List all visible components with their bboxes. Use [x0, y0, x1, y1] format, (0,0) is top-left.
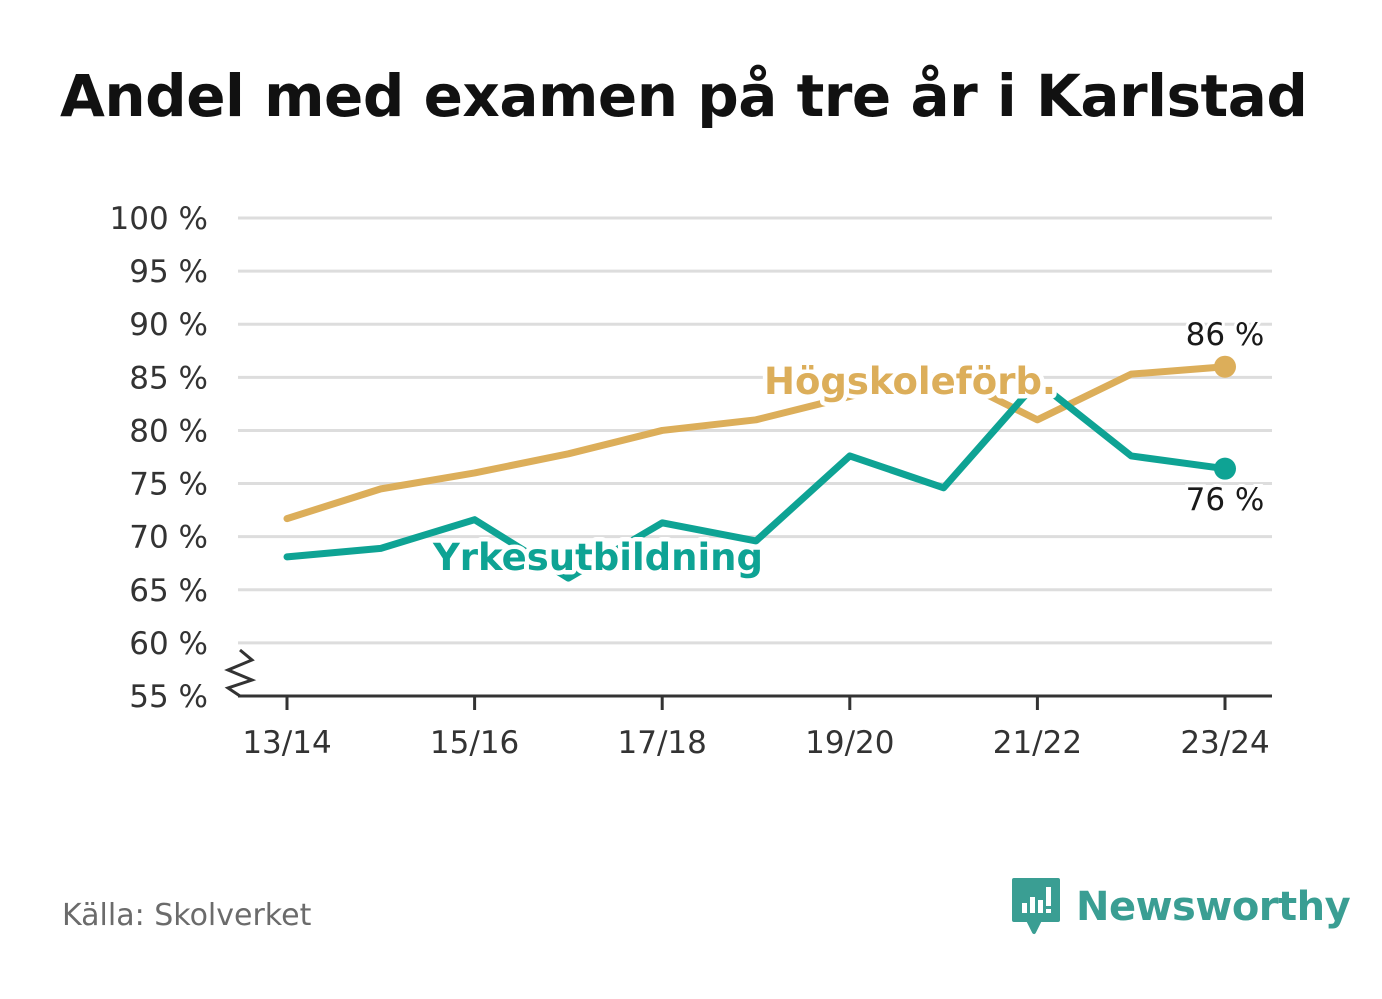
- y-tick-label: 95 %: [129, 254, 208, 290]
- series-line-yrkesutbildning: [283, 378, 1229, 582]
- y-axis-break-icon: [224, 648, 257, 698]
- series-label-yrkesutbildning: Yrkesutbildning: [432, 536, 763, 579]
- chart-title: Andel med examen på tre år i Karlstad: [60, 62, 1308, 130]
- y-tick-label: 90 %: [129, 307, 208, 343]
- end-label-hogskoleforb: 86 %: [1186, 317, 1265, 353]
- y-tick-label: 55 %: [129, 679, 208, 715]
- x-tick-label: 23/24: [1180, 725, 1269, 761]
- y-tick-label: 75 %: [129, 467, 208, 503]
- x-tick-label: 15/16: [430, 725, 519, 761]
- series-end-marker-hogskoleforb: [1214, 355, 1236, 378]
- axes: 55 % 60 % 65 % 70 % 75 % 80 % 85 % 90 % 95 % 100 …: [110, 201, 1272, 761]
- series-end-marker-yrkesutbildning: [1214, 457, 1236, 480]
- x-tick-label: 19/20: [805, 725, 894, 761]
- bar-chart-speech-bubble-icon: [1012, 878, 1060, 934]
- y-tick-label: 100 %: [110, 201, 208, 237]
- x-tick-label: 13/14: [242, 725, 331, 761]
- y-tick-label: 85 %: [129, 360, 208, 396]
- y-tick-label: 80 %: [129, 413, 208, 449]
- series: [283, 355, 1236, 582]
- source-note: Källa: Skolverket: [62, 898, 312, 933]
- labels: Högskoleförb. Yrkesutbildning 86 % 76 %: [428, 314, 1268, 584]
- series-line-hogskoleforb: [283, 363, 1229, 523]
- grid: [238, 216, 1272, 645]
- y-tick-label: 60 %: [129, 626, 208, 662]
- y-tick-label: 70 %: [129, 520, 208, 556]
- x-tick-label: 17/18: [618, 725, 707, 761]
- series-label-hogskoleforb: Högskoleförb.: [764, 360, 1056, 403]
- brand-name: Newsworthy: [1076, 884, 1351, 930]
- end-label-yrkesutbildning: 76 %: [1186, 482, 1265, 518]
- brand-logo[interactable]: Newsworthy: [1010, 876, 1351, 938]
- y-tick-label: 65 %: [129, 573, 208, 609]
- x-tick-label: 21/22: [993, 725, 1082, 761]
